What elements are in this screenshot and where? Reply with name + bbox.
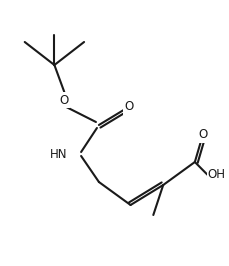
Text: O: O <box>59 94 69 106</box>
Text: OH: OH <box>207 168 225 181</box>
Text: O: O <box>123 101 133 114</box>
Text: HN: HN <box>49 148 67 161</box>
Text: O: O <box>197 128 207 142</box>
